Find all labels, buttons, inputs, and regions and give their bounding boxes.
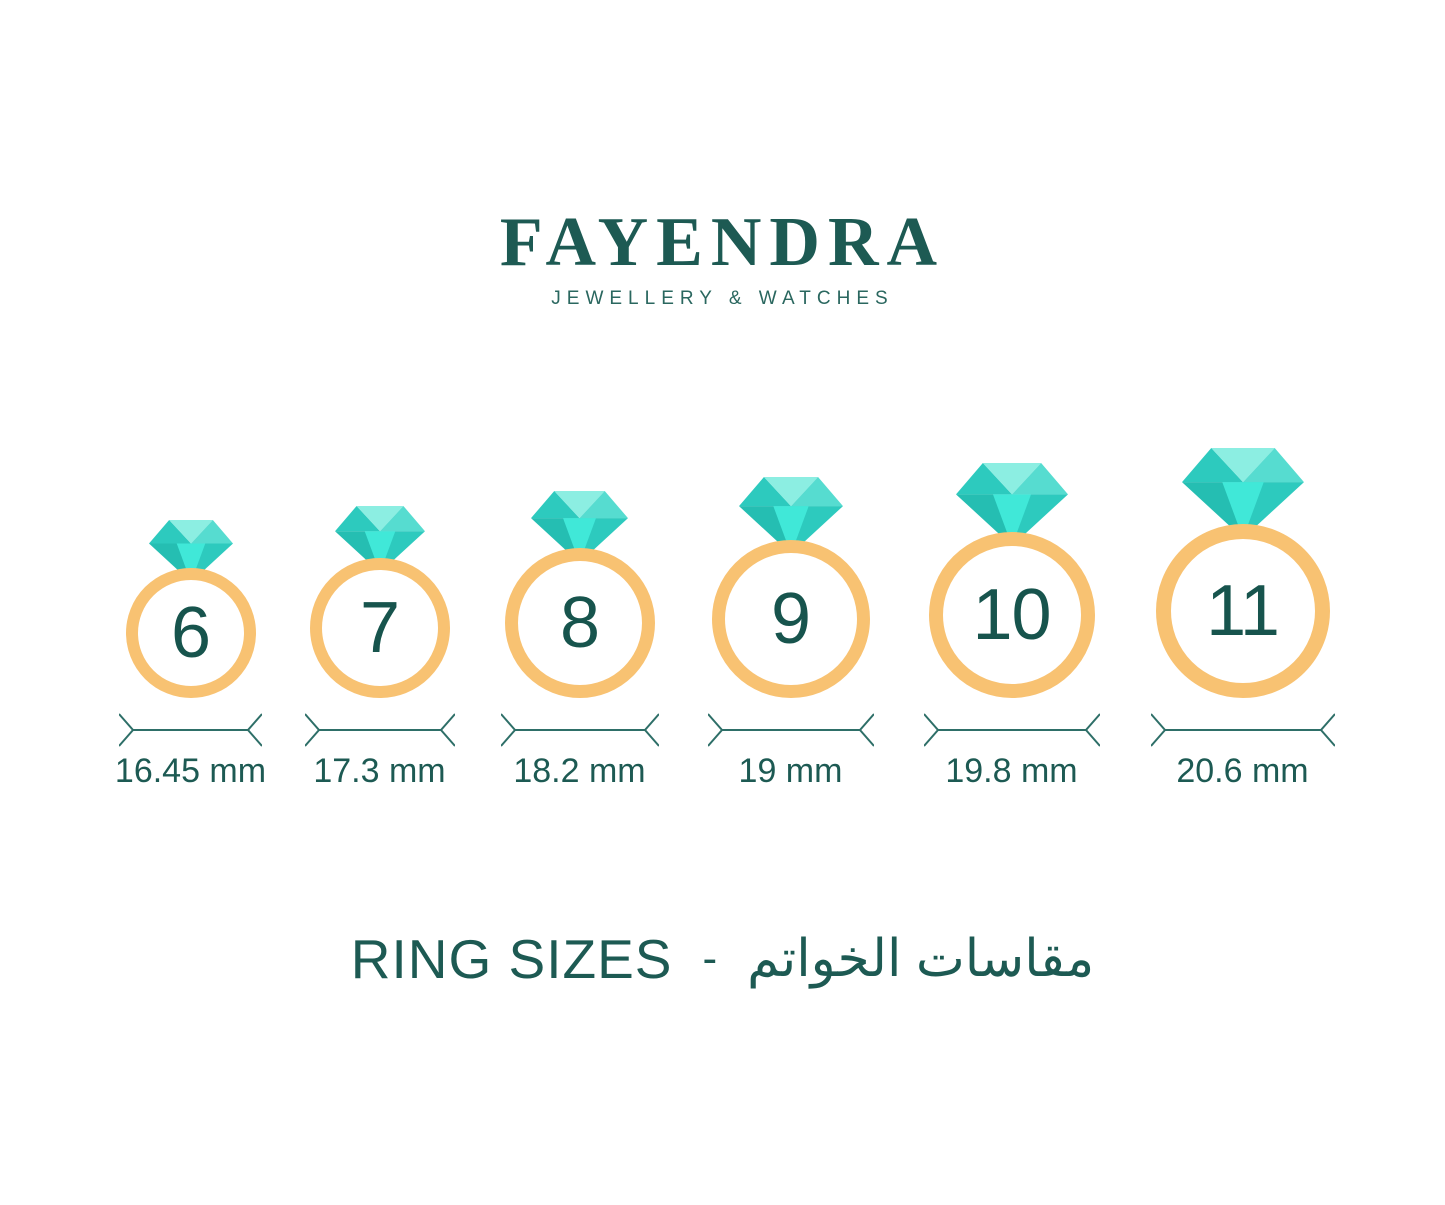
dimension-arrow bbox=[1150, 713, 1335, 747]
diamond-icon bbox=[1181, 448, 1304, 539]
brand-logo: FAYENDRA JEWELLERY & WATCHES bbox=[0, 0, 1445, 310]
ring-size-number: 6 bbox=[170, 593, 211, 674]
caption-separator: - bbox=[702, 934, 718, 984]
ring-size-number: 7 bbox=[359, 588, 400, 669]
chart-caption: RING SIZES - مقاسات الخواتم bbox=[0, 927, 1445, 991]
brand-name: FAYENDRA bbox=[499, 204, 946, 281]
brand-tagline: JEWELLERY & WATCHES bbox=[551, 288, 894, 309]
ring-band: 8 bbox=[504, 548, 655, 699]
ring-column-size-9: 9 19 mm bbox=[690, 477, 892, 791]
ring-size-number: 11 bbox=[1206, 571, 1280, 652]
ring-band: 7 bbox=[309, 558, 450, 699]
ring-band: 11 bbox=[1155, 524, 1330, 699]
ring-band: 10 bbox=[928, 532, 1095, 699]
dimension-arrow bbox=[119, 713, 262, 747]
ring-diameter-label: 20.6 mm bbox=[1176, 752, 1309, 791]
ring-band: 6 bbox=[125, 568, 256, 699]
ring-diameter-label: 16.45 mm bbox=[114, 752, 267, 791]
ring-size-number: 8 bbox=[559, 583, 600, 664]
ring-size-number: 9 bbox=[770, 579, 811, 660]
ring-column-size-6: 6 16.45 mm bbox=[106, 520, 276, 791]
caption-arabic: مقاسات الخواتم bbox=[747, 930, 1095, 989]
ring-diameter-label: 19 mm bbox=[738, 752, 843, 791]
dimension-arrow bbox=[500, 713, 659, 747]
diamond-icon bbox=[334, 505, 425, 573]
ring-column-size-8: 8 18.2 mm bbox=[484, 490, 676, 792]
dimension-arrow bbox=[707, 713, 874, 747]
ring-column-size-10: 10 19.8 mm bbox=[906, 463, 1118, 791]
dimension-arrow bbox=[923, 713, 1100, 747]
ring-column-size-7: 7 17.3 mm bbox=[290, 505, 470, 792]
ring-diameter-label: 19.8 mm bbox=[945, 752, 1078, 791]
ring-column-size-11: 11 20.6 mm bbox=[1132, 448, 1354, 791]
ring-diameter-label: 17.3 mm bbox=[313, 752, 446, 791]
ring-size-chart: 6 16.45 mm 7 17.3 mm bbox=[0, 448, 1445, 791]
ring-diameter-label: 18.2 mm bbox=[513, 752, 646, 791]
ring-size-number: 10 bbox=[972, 575, 1051, 656]
ring-band: 9 bbox=[711, 540, 870, 699]
caption-english: RING SIZES bbox=[350, 928, 673, 991]
dimension-arrow bbox=[304, 713, 455, 747]
diamond-icon bbox=[531, 490, 628, 563]
